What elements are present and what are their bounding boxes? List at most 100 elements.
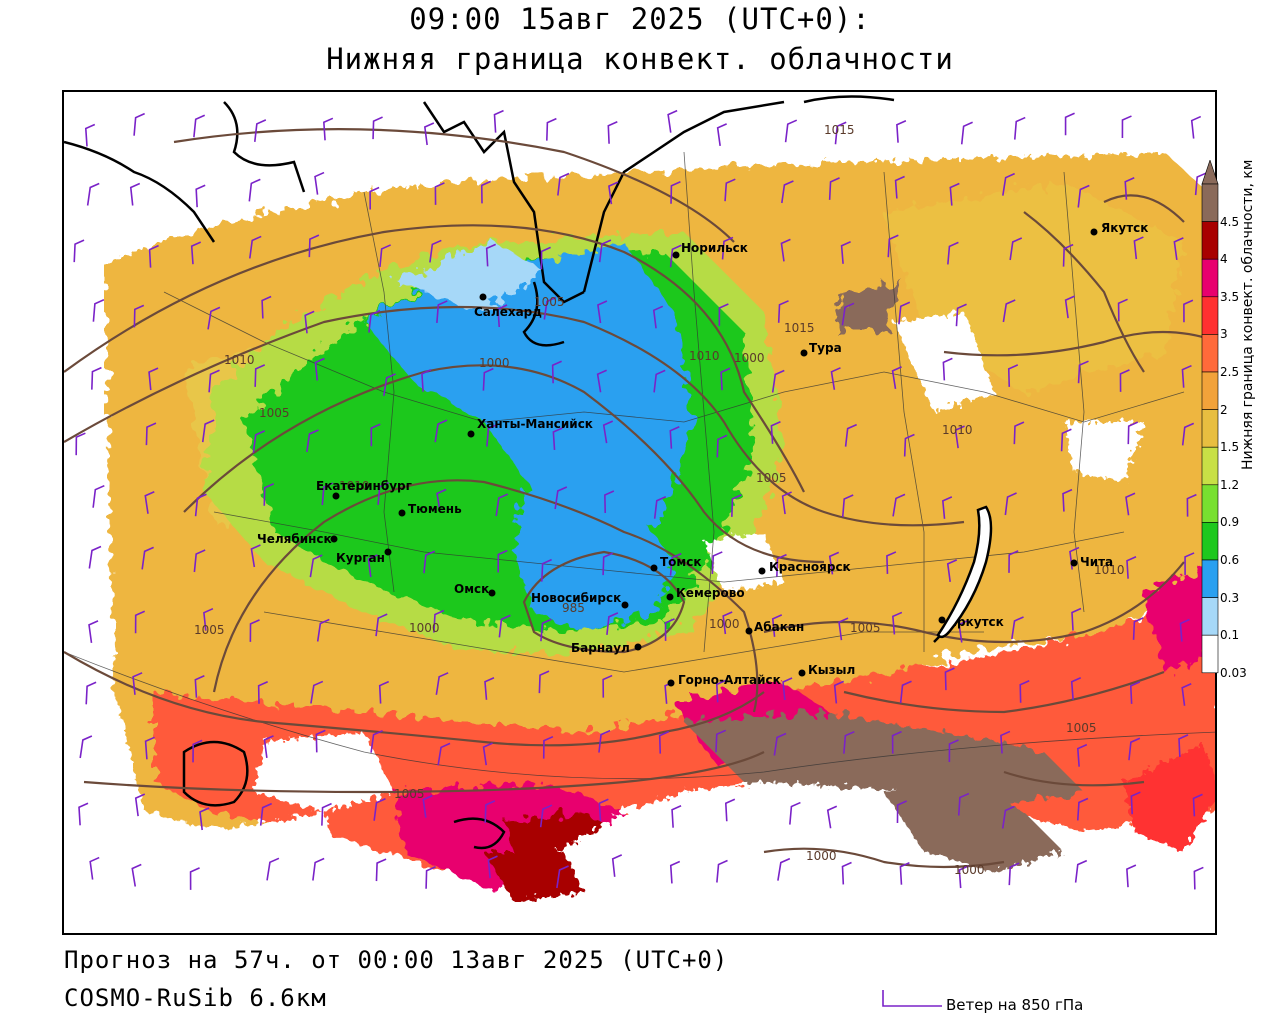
wind-barb	[495, 493, 509, 517]
wind-barb	[486, 423, 498, 447]
wind-barb	[1064, 112, 1075, 136]
wind-barb	[960, 121, 973, 145]
wind-barb	[497, 549, 508, 573]
wind-barb	[144, 491, 155, 514]
wind-barb	[539, 804, 553, 828]
wind-barb	[1119, 369, 1130, 392]
wind-barb	[841, 302, 855, 326]
city-dot	[488, 589, 496, 597]
wind-barb	[1007, 364, 1019, 387]
legend-tick-label: 0.03	[1220, 665, 1247, 680]
wind-barb	[312, 857, 325, 881]
wind-barb	[891, 366, 902, 390]
wind-barb	[886, 551, 897, 574]
wind-barb	[148, 244, 159, 268]
wind-barb	[310, 680, 324, 704]
wind-barb	[1124, 177, 1135, 200]
wind-barb	[79, 735, 93, 759]
wind-barb	[248, 235, 262, 259]
wind-barb	[193, 114, 206, 138]
wind-barb	[780, 238, 791, 262]
wind-barb	[497, 304, 508, 328]
legend-band	[1201, 597, 1219, 636]
wind-barb	[423, 550, 436, 574]
wind-barb	[715, 729, 727, 753]
wind-barb	[194, 493, 207, 517]
wind-barb	[304, 310, 315, 334]
wind-barb	[141, 546, 154, 570]
legend-tick-label: 2.5	[1220, 365, 1240, 379]
wind-barb	[556, 865, 569, 889]
wind-barb	[721, 236, 734, 260]
wind-barb	[423, 122, 435, 146]
legend-title: Нижняя граница конвект. облачности, км	[1240, 159, 1256, 470]
city-label-barnaul: Барнаул	[571, 641, 630, 655]
wind-barb	[903, 433, 915, 457]
wind-barb	[89, 856, 100, 880]
city-dot	[667, 679, 675, 687]
isobar-label: 1010	[339, 479, 370, 493]
legend-tick-label: 3.5	[1220, 289, 1240, 304]
wind-barb	[1074, 859, 1088, 883]
legend-tick-label: 1.2	[1220, 477, 1240, 492]
wind-barb	[1077, 184, 1090, 208]
wind-barb	[189, 867, 200, 890]
wind-barb	[321, 802, 332, 826]
isobar-label: 1005	[534, 295, 565, 309]
wind-barb	[669, 425, 680, 449]
parameter-title: Нижняя граница конвект. облачности	[326, 42, 954, 76]
wind-barb	[1062, 243, 1074, 267]
wind-barb	[129, 182, 141, 206]
wind-barb	[485, 243, 497, 267]
wind-barb	[207, 306, 221, 330]
wind-barb	[88, 620, 99, 644]
wind-barb	[249, 619, 260, 642]
city-label-gorno-altaysk: Горно-Алтайск	[678, 673, 781, 687]
wind-barb	[323, 117, 334, 141]
wind-barb	[1117, 298, 1128, 322]
city-label-yakutsk: Якутск	[1101, 221, 1148, 235]
wind-barb	[263, 735, 274, 758]
legend-tick-label: 4	[1220, 252, 1228, 267]
isobar-label: 985	[562, 601, 585, 615]
wind-barb	[487, 855, 498, 879]
wind-barb	[266, 857, 280, 881]
map-panel[interactable]: 1015 1005 1000 1010 1005 1010 1010 1005 …	[62, 90, 1217, 935]
wind-barb	[899, 861, 910, 885]
wind-barb	[1129, 681, 1141, 704]
wind-barb-icon	[882, 990, 942, 1007]
isobar-label: 1000	[806, 849, 837, 863]
isobar-label: 1015	[824, 123, 855, 137]
wind-barb	[941, 496, 953, 519]
wind-barb	[88, 545, 102, 569]
wind-barb	[145, 422, 157, 446]
wind-barb	[1002, 299, 1016, 323]
wind-barb	[429, 239, 442, 263]
wind-barb	[722, 611, 733, 635]
legend-band	[1201, 522, 1219, 561]
wind-barb	[1181, 422, 1195, 446]
city-label-tura: Тура	[809, 341, 842, 355]
wind-barb	[378, 680, 390, 704]
wind-barb	[250, 544, 261, 568]
wind-barb	[891, 730, 902, 754]
wind-barb	[773, 732, 787, 756]
wind-barb	[667, 109, 678, 133]
wind-barb	[720, 367, 731, 391]
city-dot	[938, 616, 946, 624]
wind-barb	[830, 367, 841, 390]
city-dot	[800, 349, 808, 357]
wind-barb	[92, 299, 105, 322]
wind-barb	[843, 730, 855, 754]
wind-barb	[480, 180, 492, 204]
wind-barb	[946, 559, 958, 582]
wind-barb	[259, 802, 273, 826]
wind-barb	[540, 558, 552, 582]
wind-barb	[1008, 550, 1019, 573]
wind-barb	[1194, 172, 1207, 196]
wind-barb	[422, 794, 433, 818]
city-dot	[467, 430, 475, 438]
wind-barb	[1001, 805, 1015, 829]
wind-barb	[844, 423, 857, 447]
wind-barb	[1013, 421, 1025, 445]
